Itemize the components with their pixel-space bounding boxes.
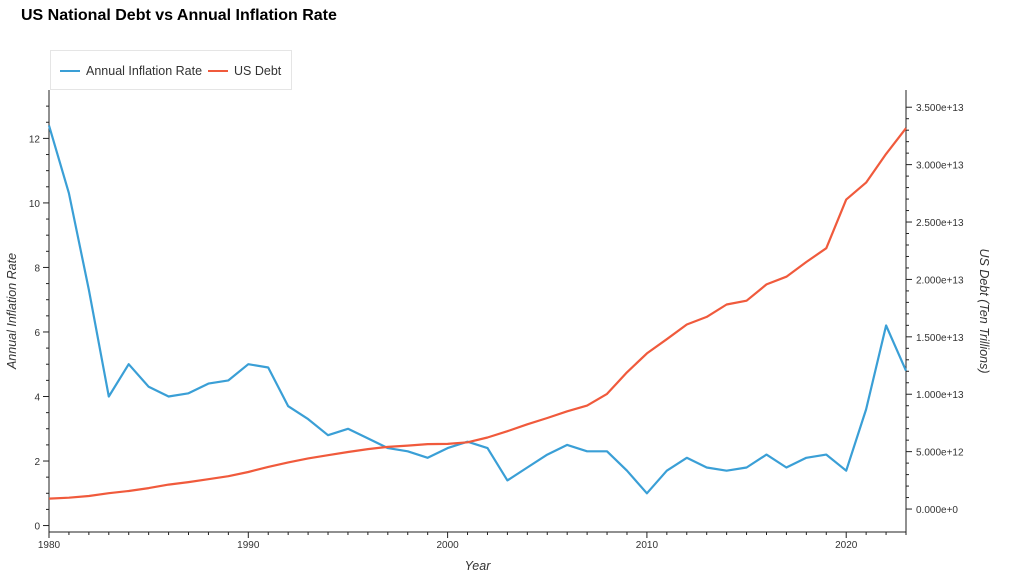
legend-item-debt[interactable]: US Debt [208, 63, 281, 79]
y2-tick-label: 5.000e+12 [916, 448, 964, 459]
y2-tick-label: 2.500e+13 [916, 218, 964, 229]
debt-series-line[interactable] [48, 127, 907, 500]
y2-tick-label: 0.000e+0 [916, 505, 958, 516]
y2-tick-label: 1.000e+13 [916, 390, 964, 401]
y-tick-label: 0 [34, 522, 40, 533]
y-tick-label: 10 [29, 199, 41, 210]
legend: Annual Inflation Rate US Debt [50, 50, 292, 90]
y2-tick-label: 2.000e+13 [916, 275, 964, 286]
y-axis-label: Annual Inflation Rate [5, 253, 19, 370]
y2-axis-label: US Debt (Ten Trillions) [977, 248, 991, 373]
y2-tick-label: 3.000e+13 [916, 161, 964, 172]
legend-item-inflation[interactable]: Annual Inflation Rate [60, 63, 202, 79]
inflation-series-line[interactable] [47, 125, 908, 495]
y-tick-label: 2 [34, 457, 40, 468]
y2-tick-label: 1.500e+13 [916, 333, 964, 344]
x-tick-label: 2020 [835, 540, 858, 551]
y-tick-label: 4 [34, 392, 40, 403]
legend-label-inflation: Annual Inflation Rate [86, 64, 203, 78]
x-tick-label: 1980 [38, 540, 61, 551]
y-tick-label: 12 [29, 134, 41, 145]
y-tick-label: 8 [34, 263, 40, 274]
x-axis-label: Year [465, 559, 492, 573]
x-tick-label: 1990 [237, 540, 260, 551]
chart-title: US National Debt vs Annual Inflation Rat… [21, 7, 337, 24]
x-tick-label: 2010 [636, 540, 659, 551]
legend-swatch-debt [208, 70, 228, 72]
y2-tick-label: 3.500e+13 [916, 103, 964, 114]
legend-swatch-inflation [60, 70, 80, 72]
x-tick-label: 2000 [436, 540, 459, 551]
legend-label-debt: US Debt [234, 64, 282, 78]
plot-area: 1980 1990 2000 2010 2020 0 2 4 6 8 10 12 0.000e+0 5.0… [5, 90, 991, 573]
y-tick-label: 6 [34, 328, 40, 339]
